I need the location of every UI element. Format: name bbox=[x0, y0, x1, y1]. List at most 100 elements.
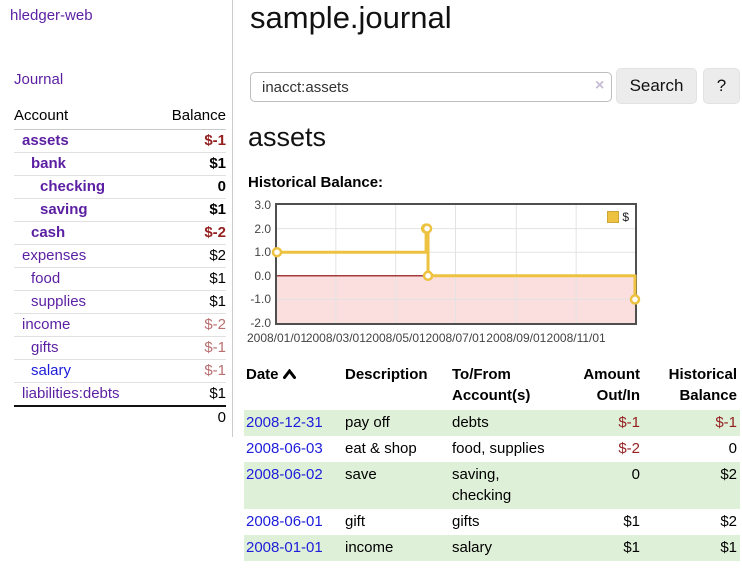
transaction-accounts: salary bbox=[452, 539, 493, 556]
account-balance: $-2 bbox=[154, 313, 226, 337]
accounts-table: Account Balance assets $-1 bank $1 checking 0… bbox=[14, 104, 226, 429]
help-button[interactable]: ? bbox=[703, 68, 740, 104]
transaction-date-link[interactable]: 2008-06-03 bbox=[246, 440, 323, 457]
account-balance: $1 bbox=[154, 198, 226, 222]
sort-ascending-icon bbox=[282, 369, 296, 379]
y-axis-tick-label: 1.0 bbox=[254, 245, 271, 260]
account-balance: $1 bbox=[154, 382, 226, 407]
account-heading: assets bbox=[248, 122, 327, 152]
sidebar-account-link[interactable]: checking bbox=[40, 178, 106, 195]
account-balance: $1 bbox=[154, 290, 226, 314]
transaction-accounts: food, supplies bbox=[452, 440, 545, 457]
sidebar-item-journal[interactable]: Journal bbox=[14, 71, 64, 88]
transaction-description: income bbox=[345, 539, 394, 556]
account-row: income $-2 bbox=[14, 313, 226, 337]
register-header-row: Date Description To/From Account(s) Amou… bbox=[244, 362, 740, 410]
account-row: supplies $1 bbox=[14, 290, 226, 314]
account-balance: $-1 bbox=[154, 359, 226, 383]
transaction-row: 2008-06-01 gift gifts $1 $2 bbox=[244, 509, 740, 535]
clear-search-icon[interactable]: × bbox=[595, 77, 605, 94]
sidebar-account-link[interactable]: salary bbox=[31, 362, 72, 379]
transaction-balance: $2 bbox=[720, 513, 737, 530]
accounts-body: assets $-1 bank $1 checking 0 saving $1 cash $-2 e… bbox=[14, 129, 226, 407]
legend-swatch bbox=[607, 211, 620, 223]
sidebar-account-link[interactable]: bank bbox=[31, 155, 67, 172]
chart-legend: $ bbox=[605, 209, 631, 225]
sidebar-account-link[interactable]: supplies bbox=[31, 293, 87, 310]
column-header-date[interactable]: Date bbox=[244, 362, 343, 410]
transaction-date-link[interactable]: 2008-06-02 bbox=[246, 466, 323, 483]
transaction-accounts: debts bbox=[452, 414, 489, 431]
transaction-balance: $2 bbox=[720, 466, 737, 483]
account-row: assets $-1 bbox=[14, 129, 226, 153]
transaction-amount: $-1 bbox=[618, 414, 640, 431]
y-axis-tick-label: -2.0 bbox=[250, 316, 271, 330]
accounts-total-value: 0 bbox=[154, 405, 226, 429]
account-row: gifts $-1 bbox=[14, 336, 226, 360]
legend-label: $ bbox=[622, 210, 629, 224]
accounts-total-row: 0 bbox=[14, 405, 226, 429]
register-body: 2008-12-31 pay off debts $-1 $-1 2008-06-03 ea… bbox=[244, 410, 740, 561]
search-button[interactable]: Search bbox=[616, 68, 697, 104]
sidebar-account-link[interactable]: liabilities:debts bbox=[22, 385, 120, 402]
transaction-amount: $1 bbox=[623, 513, 640, 530]
transaction-balance: $-1 bbox=[715, 414, 737, 431]
x-axis-tick-label: 2008/03/01 bbox=[305, 331, 366, 345]
transaction-row: 2008-06-02 save saving, checking 0 $2 bbox=[244, 462, 740, 509]
account-balance: $-1 bbox=[154, 129, 226, 153]
transaction-row: 2008-12-31 pay off debts $-1 $-1 bbox=[244, 410, 740, 436]
accounts-header-balance: Balance bbox=[154, 104, 226, 130]
sidebar: hledger-web Journal Account Balance asse… bbox=[0, 0, 233, 437]
transaction-description: pay off bbox=[345, 414, 390, 431]
transaction-date-link[interactable]: 2008-12-31 bbox=[246, 414, 323, 431]
transaction-description: save bbox=[345, 466, 377, 483]
transaction-balance: $1 bbox=[720, 539, 737, 556]
y-axis-tick-label: 3.0 bbox=[254, 198, 271, 212]
account-row: saving $1 bbox=[14, 198, 226, 222]
account-balance: 0 bbox=[154, 175, 226, 199]
transaction-accounts: gifts bbox=[452, 513, 480, 530]
accounts-total-spacer bbox=[14, 405, 155, 429]
column-header-balance: Historical Balance bbox=[668, 366, 737, 404]
account-balance: $-1 bbox=[154, 336, 226, 360]
account-row: liabilities:debts $1 bbox=[14, 382, 226, 407]
transaction-amount: 0 bbox=[631, 466, 640, 483]
account-balance: $1 bbox=[154, 152, 226, 176]
transaction-accounts: saving, checking bbox=[452, 466, 512, 504]
chart-plot-area: $ bbox=[271, 203, 641, 325]
account-row: salary $-1 bbox=[14, 359, 226, 383]
y-axis-tick-label: -1.0 bbox=[250, 292, 271, 307]
transaction-amount: $1 bbox=[623, 539, 640, 556]
account-balance: $-2 bbox=[154, 221, 226, 245]
x-axis-tick-label: 2008/09/01 bbox=[486, 331, 547, 345]
y-axis-tick-label: 2.0 bbox=[254, 221, 271, 236]
sidebar-account-link[interactable]: assets bbox=[22, 132, 69, 149]
page-title: sample.journal bbox=[250, 0, 452, 35]
sidebar-account-link[interactable]: saving bbox=[40, 201, 88, 218]
sidebar-account-link[interactable]: income bbox=[22, 316, 71, 333]
x-axis-tick-label: 2008/07/01 bbox=[425, 331, 486, 345]
transaction-date-link[interactable]: 2008-06-01 bbox=[246, 513, 323, 530]
search-input[interactable] bbox=[250, 72, 612, 102]
sidebar-account-link[interactable]: gifts bbox=[31, 339, 59, 356]
sidebar-account-link[interactable]: food bbox=[31, 270, 61, 287]
transaction-date-link[interactable]: 2008-01-01 bbox=[246, 539, 323, 556]
column-header-accounts: To/From Account(s) bbox=[452, 366, 531, 404]
historical-balance-chart: $ 3.0 2.0 1.0 0.0 -1.0 -2.0 2008/01/01 2008/03/… bbox=[247, 197, 692, 345]
chart-title: Historical Balance: bbox=[248, 174, 384, 191]
transaction-amount: $-2 bbox=[618, 440, 640, 457]
register-table: Date Description To/From Account(s) Amou… bbox=[244, 362, 740, 561]
brand-link[interactable]: hledger-web bbox=[10, 7, 93, 24]
account-row: food $1 bbox=[14, 267, 226, 291]
accounts-header-account: Account bbox=[14, 104, 155, 130]
sidebar-account-link[interactable]: cash bbox=[31, 224, 66, 241]
sidebar-account-link[interactable]: expenses bbox=[22, 247, 87, 264]
accounts-header-row: Account Balance bbox=[14, 104, 226, 130]
transaction-row: 2008-01-01 income salary $1 $1 bbox=[244, 535, 740, 561]
y-axis-tick-label: 0.0 bbox=[254, 268, 271, 283]
search-bar: × Search ? bbox=[250, 68, 742, 104]
column-header-description: Description bbox=[345, 366, 428, 383]
transaction-description: eat & shop bbox=[345, 440, 417, 457]
x-axis-tick-label: 2008/01/01 bbox=[246, 331, 308, 345]
